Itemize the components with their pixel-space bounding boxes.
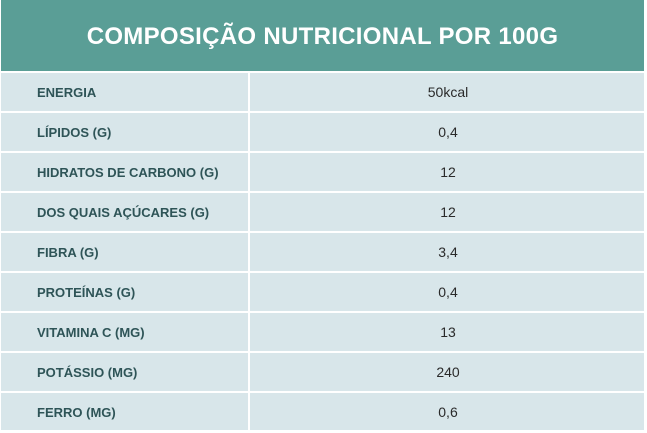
table-row: ENERGIA 50kcal: [1, 73, 644, 113]
nutrient-value: 13: [440, 324, 456, 340]
table-row: HIDRATOS DE CARBONO (G) 12: [1, 153, 644, 193]
table-row: FERRO (MG) 0,6: [1, 393, 644, 433]
table-row: PROTEÍNAS (G) 0,4: [1, 273, 644, 313]
nutrient-value: 0,4: [438, 284, 458, 300]
nutrient-label: HIDRATOS DE CARBONO (G): [1, 153, 250, 191]
nutrient-value: 0,6: [438, 404, 458, 420]
nutrient-value: 12: [440, 164, 456, 180]
table-row: POTÁSSIO (MG) 240: [1, 353, 644, 393]
nutrient-label: VITAMINA C (MG): [1, 313, 250, 351]
nutrient-label: LÍPIDOS (G): [1, 113, 250, 151]
table-header: COMPOSIÇÃO NUTRICIONAL POR 100G: [1, 0, 644, 73]
nutrient-value: 3,4: [438, 244, 458, 260]
nutrient-label: FERRO (MG): [1, 393, 250, 431]
nutrient-value: 0,4: [438, 124, 458, 140]
table-title: COMPOSIÇÃO NUTRICIONAL POR 100G: [86, 22, 559, 50]
nutrient-label: DOS QUAIS AÇÚCARES (G): [1, 193, 250, 231]
table-row: FIBRA (G) 3,4: [1, 233, 644, 273]
table-body: ENERGIA 50kcal LÍPIDOS (G) 0,4 HIDRATOS …: [1, 73, 644, 433]
nutrient-label: PROTEÍNAS (G): [1, 273, 250, 311]
nutrient-label: FIBRA (G): [1, 233, 250, 271]
nutrient-label: POTÁSSIO (MG): [1, 353, 250, 391]
nutrient-value: 240: [436, 364, 460, 380]
table-row: DOS QUAIS AÇÚCARES (G) 12: [1, 193, 644, 233]
table-row: LÍPIDOS (G) 0,4: [1, 113, 644, 153]
table-row: VITAMINA C (MG) 13: [1, 313, 644, 353]
nutrient-value: 50kcal: [427, 84, 469, 100]
nutrient-label: ENERGIA: [1, 73, 250, 111]
nutrient-value: 12: [440, 204, 456, 220]
